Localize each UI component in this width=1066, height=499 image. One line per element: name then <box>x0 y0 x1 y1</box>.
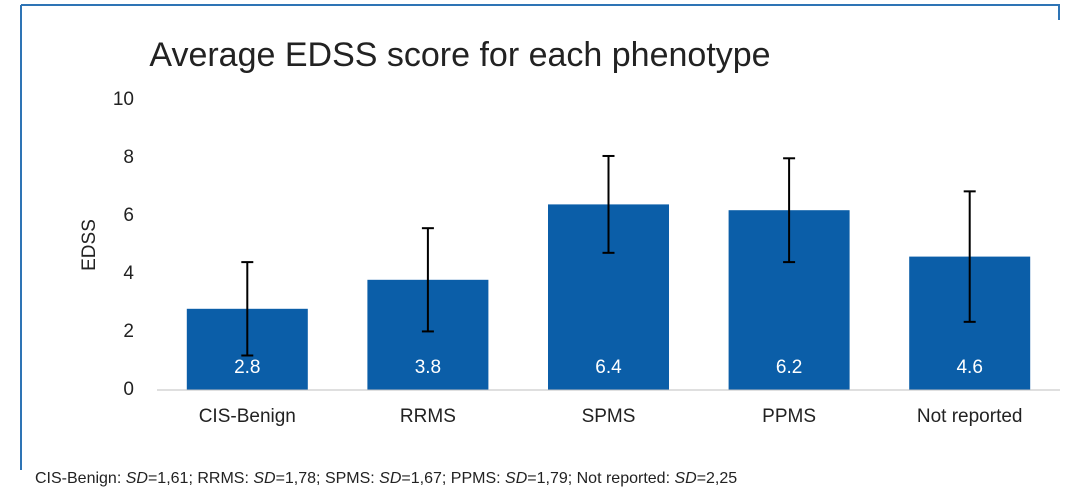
footnote-part: =1,67; PPMS: <box>401 470 505 487</box>
footnote-part: =1,78; SPMS: <box>276 470 380 487</box>
data-label: 3.8 <box>415 357 441 378</box>
error-bar <box>963 190 976 323</box>
y-tick-label: 4 <box>123 263 134 284</box>
x-tick-label: Not reported <box>917 406 1023 427</box>
frame <box>20 4 1060 470</box>
y-tick-label: 8 <box>123 147 134 168</box>
x-tick-label: PPMS <box>762 406 816 427</box>
error-bar <box>241 261 254 357</box>
y-tick-label: 10 <box>113 89 134 110</box>
footnote-part: SD <box>253 470 276 487</box>
data-label: 4.6 <box>956 357 982 378</box>
footnote-part: =1,79; Not reported: <box>527 470 674 487</box>
data-label: 6.2 <box>776 357 802 378</box>
footnote-part: SD <box>674 470 697 487</box>
footnote-part: SD <box>505 470 528 487</box>
y-axis-label: EDSS <box>79 219 100 271</box>
chart-title: Average EDSS score for each phenotype <box>149 36 770 74</box>
x-tick-label: CIS-Benign <box>199 406 296 427</box>
footnote-part: SD <box>126 470 149 487</box>
footnote: CIS-Benign: SD=1,61; RRMS: SD=1,78; SPMS… <box>35 470 737 487</box>
data-label: 6.4 <box>595 357 622 378</box>
data-label: 2.8 <box>234 357 260 378</box>
footnote-part: SD <box>379 470 402 487</box>
footnote-part: =1,61; RRMS: <box>148 470 253 487</box>
y-tick-label: 2 <box>123 321 134 342</box>
y-tick-label: 0 <box>123 379 134 400</box>
footnote-part: CIS-Benign: <box>35 470 126 487</box>
x-tick-label: SPMS <box>582 406 636 427</box>
x-tick-label: RRMS <box>400 406 456 427</box>
error-bar <box>421 227 434 333</box>
footnote-part: =2,25 <box>697 470 738 487</box>
y-tick-label: 6 <box>123 205 134 226</box>
error-bar <box>783 157 796 264</box>
error-bar <box>602 154 615 254</box>
